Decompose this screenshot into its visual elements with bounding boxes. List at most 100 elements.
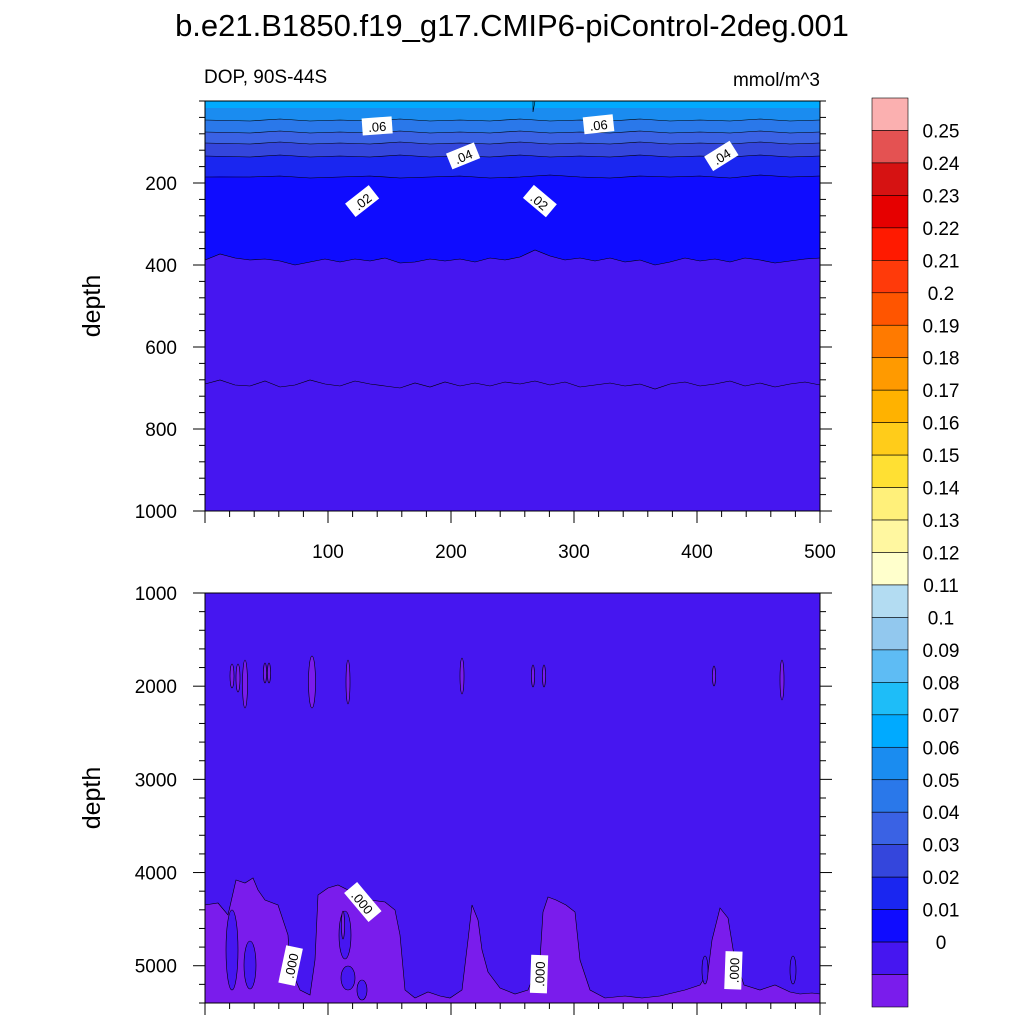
colorbar-swatch xyxy=(871,617,909,651)
upper-contour-labels: .06.06.04.04.02.02 xyxy=(345,114,739,218)
x-tick-label: 100 xyxy=(312,542,344,563)
y-tick-label: 200 xyxy=(145,174,177,195)
colorbar-swatch xyxy=(871,519,909,553)
colorbar-label: 0.16 xyxy=(923,414,960,435)
colorbar-label: 0.11 xyxy=(923,576,959,597)
upper-plot-area xyxy=(204,100,821,512)
y-tick-label: 800 xyxy=(145,420,177,441)
colorbar-label: 0.19 xyxy=(923,316,960,337)
contour-label: .000 xyxy=(724,951,743,990)
colorbar-swatch xyxy=(871,584,909,618)
colorbar-swatch xyxy=(871,552,909,586)
colorbar-swatch xyxy=(871,130,909,164)
colorbar-swatch xyxy=(871,844,909,878)
contour-label-box xyxy=(582,114,615,135)
x-tick-label: 500 xyxy=(804,542,836,563)
contour-label-text: .04 xyxy=(452,146,474,167)
x-tick-label: 300 xyxy=(558,542,590,563)
colorbar-swatch xyxy=(871,487,909,521)
contour-label-box xyxy=(361,116,393,136)
colorbar-swatch xyxy=(871,746,909,781)
colorbar-label: 0.02 xyxy=(923,868,960,889)
contour-label-box xyxy=(278,945,303,986)
contour-label-text: .06 xyxy=(368,119,387,135)
colorbar-label: 0.07 xyxy=(923,706,960,727)
colorbar-swatch xyxy=(871,649,909,683)
y-tick-label: 600 xyxy=(145,338,177,359)
upper-panel: DOP, 90S-44S mmol/m^3 xyxy=(78,67,836,563)
colorbar-label: 0.21 xyxy=(923,251,960,272)
colorbar-label: 0.13 xyxy=(923,511,960,532)
contour-label-box xyxy=(344,882,382,923)
colorbar-swatch xyxy=(871,162,909,196)
colorbar-swatch xyxy=(871,324,909,359)
contour-label: .000 xyxy=(529,954,549,994)
colorbar-swatch xyxy=(871,260,909,294)
colorbar-label: 0.06 xyxy=(923,738,960,759)
upper-units-title: mmol/m^3 xyxy=(733,70,820,91)
colorbar-label: 0.14 xyxy=(923,479,960,500)
colorbar-swatch xyxy=(871,909,909,943)
contour-label-text: .000 xyxy=(532,961,548,987)
colorbar-label: 0.24 xyxy=(923,154,960,175)
colorbar-label: 0.23 xyxy=(923,186,960,207)
y-tick-label: 3000 xyxy=(135,770,177,791)
upper-y-axis-label: depth xyxy=(78,275,106,338)
colorbar-label: 0 xyxy=(936,933,947,954)
colorbar-swatch xyxy=(871,227,909,261)
colorbar-swatch xyxy=(871,714,909,748)
lower-plot-area xyxy=(204,592,821,1004)
contour-label-text: .06 xyxy=(589,117,609,134)
colorbar-label: 0.03 xyxy=(923,836,960,857)
band-0.07-0.08 xyxy=(205,101,820,108)
colorbar-label: 0.04 xyxy=(923,803,960,824)
colorbar-swatch xyxy=(871,941,909,975)
upper-axes: 200 400 600 800 1000 100 200 300 400 500 xyxy=(135,100,836,563)
contour-label-box xyxy=(724,951,743,990)
y-tick-label: 1000 xyxy=(135,502,177,523)
colorbar-label: 0.17 xyxy=(923,381,960,402)
colorbar-swatch xyxy=(871,876,909,910)
colorbar-label: 0.18 xyxy=(923,349,960,370)
colorbar-label: 0.09 xyxy=(923,641,960,662)
colorbar-swatch xyxy=(871,357,909,391)
upper-contour-lines xyxy=(204,100,821,390)
y-tick-label: 5000 xyxy=(135,957,177,978)
contour-label: .04 xyxy=(446,142,481,170)
contour-label-box xyxy=(529,954,549,994)
y-tick-label: 2000 xyxy=(135,677,177,698)
colorbar-swatch xyxy=(871,292,909,326)
contour-label-box xyxy=(446,142,481,170)
lower-axes: 1000 2000 3000 4000 5000 xyxy=(135,584,832,1015)
colorbar-swatch xyxy=(871,454,909,488)
colorbar-label: 0.12 xyxy=(923,544,960,565)
contour-label: .06 xyxy=(582,114,615,135)
y-tick-label: 1000 xyxy=(135,584,177,605)
y-tick-label: 4000 xyxy=(135,864,177,885)
x-tick-label: 400 xyxy=(681,542,713,563)
contour-label: .06 xyxy=(361,116,393,136)
colorbar-swatch xyxy=(871,195,909,229)
colorbar-label: 0.25 xyxy=(923,121,960,142)
colorbar-swatch xyxy=(871,682,909,716)
x-tick-label: 200 xyxy=(435,542,467,563)
figure-title: b.e21.B1850.f19_g17.CMIP6-piControl-2deg… xyxy=(175,8,849,43)
colorbar: 0.25 0.24 0.23 0.22 0.21 0.2 0.19 0.18 0.17 0.16 0… xyxy=(871,97,960,1008)
colorbar-label: 0.15 xyxy=(923,446,960,467)
contour-label-box xyxy=(704,140,739,172)
colorbar-swatch xyxy=(871,811,909,845)
colorbar-label: 0.08 xyxy=(923,673,960,694)
lower-y-axis-label: depth xyxy=(78,767,106,830)
contour-label: .000 xyxy=(278,945,303,986)
upper-plot-border xyxy=(204,100,821,512)
colorbar-label: 0.2 xyxy=(928,284,954,305)
colorbar-label: 0.1 xyxy=(928,608,954,629)
colorbar-swatch xyxy=(871,422,909,456)
y-tick-label: 400 xyxy=(145,256,177,277)
contour-label-text: .000 xyxy=(726,957,742,983)
colorbar-swatch xyxy=(871,97,909,131)
contour-label-box xyxy=(522,184,557,218)
positive-islands xyxy=(225,909,797,1001)
